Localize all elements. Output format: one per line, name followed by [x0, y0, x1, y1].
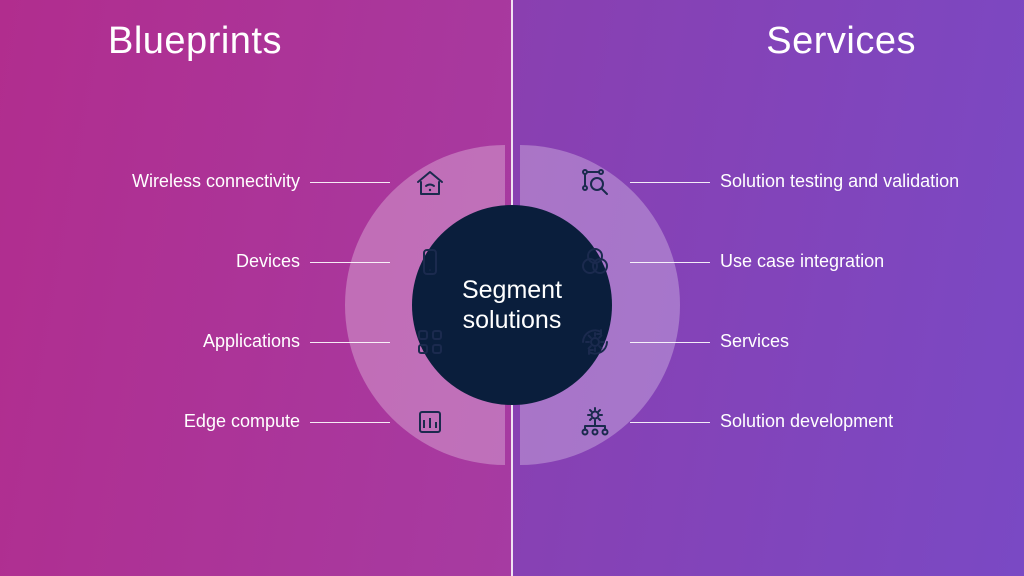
connector-line — [630, 422, 710, 423]
gear-tree-icon — [575, 402, 615, 442]
device-icon — [410, 242, 450, 282]
left-item-label: Applications — [203, 331, 300, 352]
heading-services: Services — [766, 20, 916, 63]
gear-cycle-icon — [575, 322, 615, 362]
server-icon — [410, 402, 450, 442]
center-label: Segmentsolutions — [462, 275, 562, 335]
connector-line — [630, 342, 710, 343]
left-item-label: Edge compute — [184, 411, 300, 432]
connector-line — [310, 182, 390, 183]
center-circle: Segmentsolutions — [412, 205, 612, 405]
apps-grid-icon — [410, 322, 450, 362]
right-item-label: Solution development — [720, 411, 893, 432]
connector-line — [310, 342, 390, 343]
left-item-label: Devices — [236, 251, 300, 272]
right-item-label: Services — [720, 331, 789, 352]
connector-line — [630, 182, 710, 183]
right-item-label: Use case integration — [720, 251, 884, 272]
right-item-label: Solution testing and validation — [720, 171, 959, 192]
venn-icon — [575, 242, 615, 282]
connector-line — [310, 422, 390, 423]
house-wifi-icon — [410, 162, 450, 202]
heading-blueprints: Blueprints — [108, 20, 282, 63]
connector-line — [630, 262, 710, 263]
connector-line — [310, 262, 390, 263]
infographic-canvas: Blueprints Services Segmentsolutions Wir… — [0, 0, 1024, 576]
left-item-label: Wireless connectivity — [132, 171, 300, 192]
inspect-icon — [575, 162, 615, 202]
